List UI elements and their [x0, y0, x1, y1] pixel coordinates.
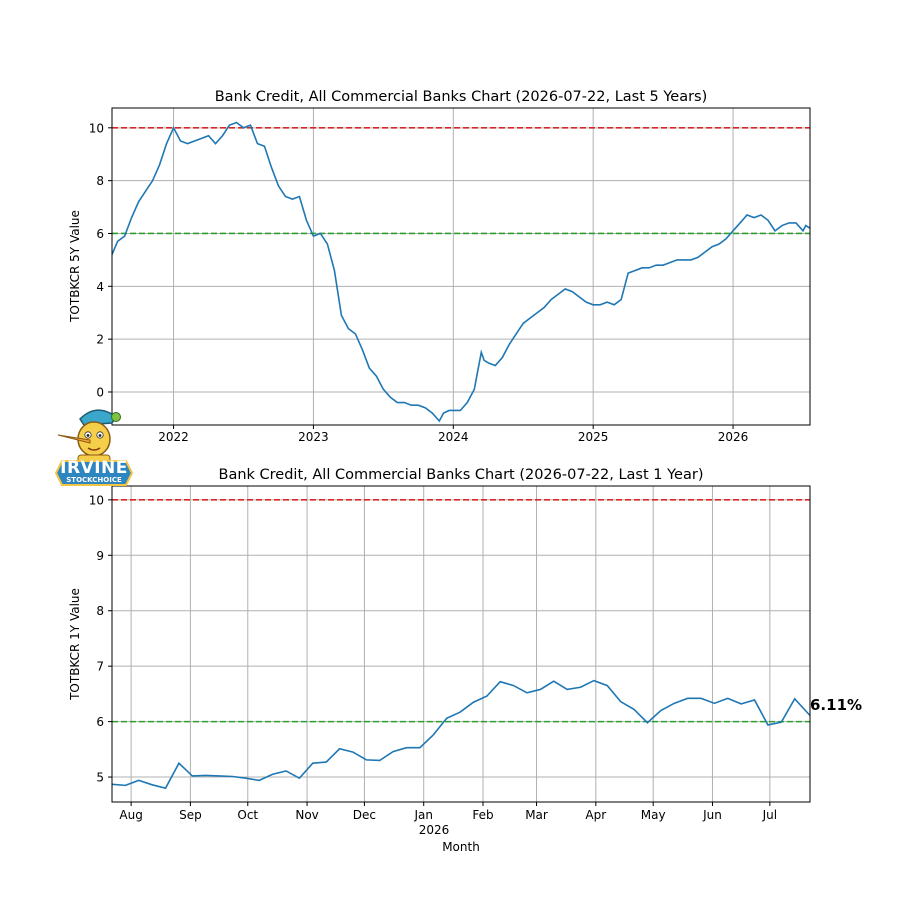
y-tick-label: 6	[96, 715, 104, 729]
y-tick-label: 9	[96, 549, 104, 563]
chart-title: Bank Credit, All Commercial Banks Chart …	[219, 467, 704, 483]
data-series-line	[112, 121, 810, 423]
x-tick-label: 2025	[578, 430, 609, 444]
data-series-line	[112, 679, 810, 790]
y-tick-label: 4	[96, 280, 104, 294]
logo-text: IRVINE	[60, 458, 128, 478]
y-tick-label: 0	[96, 385, 104, 399]
y-axis-label: TOTBKCR 1Y Value	[68, 588, 82, 701]
x-tick-label: Mar	[525, 808, 548, 822]
y-tick-label: 2	[96, 333, 104, 347]
plot-frame	[111, 107, 811, 426]
y-tick-label: 8	[96, 604, 104, 618]
y-tick-label: 10	[89, 493, 104, 507]
x-tick-label: 2023	[298, 430, 329, 444]
x-axis-label: Month	[442, 840, 480, 854]
x-tick-label: Oct	[237, 808, 258, 822]
x-tick-label: Jul	[762, 808, 777, 822]
y-tick-label: 8	[96, 174, 104, 188]
y-axis-label: TOTBKCR 5Y Value	[68, 210, 82, 323]
logo-subtext: STOCKCHOICE	[66, 476, 122, 484]
x-year-label: 2026	[419, 823, 450, 837]
irvine-stockchoice-logo: IRVINE STOCKCHOICE	[54, 405, 134, 491]
y-tick-label: 6	[96, 227, 104, 241]
chart-1-year: Bank Credit, All Commercial Banks Chart …	[68, 467, 862, 854]
x-tick-label: Nov	[295, 808, 318, 822]
x-tick-label: 2022	[158, 430, 189, 444]
x-tick-label: Jun	[702, 808, 722, 822]
x-tick-label: 2026	[718, 430, 749, 444]
x-tick-label: Apr	[585, 808, 606, 822]
x-tick-label: Dec	[353, 808, 376, 822]
plot-frame	[111, 485, 811, 803]
y-tick-label: 7	[96, 660, 104, 674]
x-tick-label: May	[641, 808, 666, 822]
x-tick-label: Aug	[119, 808, 142, 822]
x-tick-label: Jan	[413, 808, 433, 822]
chart-5-years: Bank Credit, All Commercial Banks Chart …	[68, 89, 811, 444]
y-tick-label: 5	[96, 771, 104, 785]
chart-title: Bank Credit, All Commercial Banks Chart …	[215, 89, 708, 105]
y-tick-label: 10	[89, 121, 104, 135]
x-tick-label: 2024	[438, 430, 469, 444]
x-tick-label: Feb	[472, 808, 493, 822]
x-tick-label: Sep	[179, 808, 202, 822]
last-value-annotation: 6.11%	[810, 696, 862, 714]
